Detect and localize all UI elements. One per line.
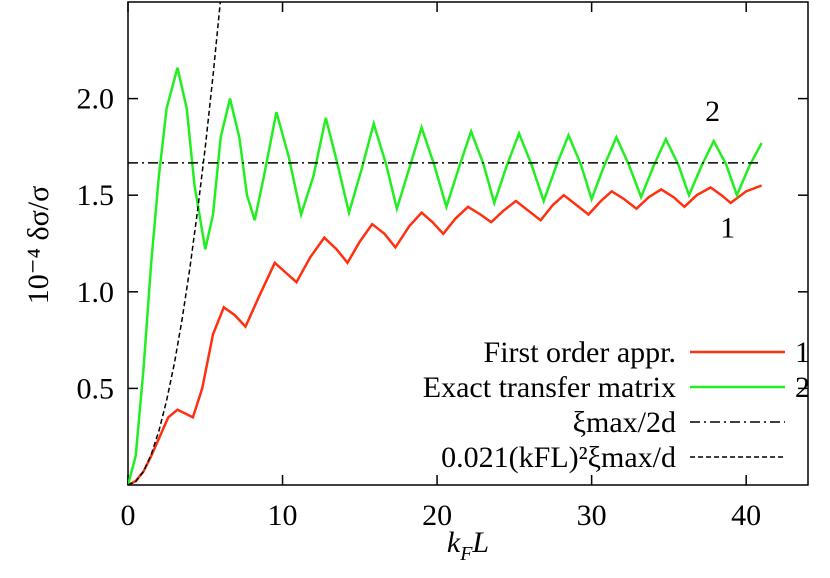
x-label-part: k (447, 526, 461, 559)
series-line (128, 67, 763, 485)
x-tick-label: 40 (731, 499, 761, 532)
x-axis-label: kFL (447, 526, 489, 565)
legend-label: Exact transfer matrix (423, 371, 676, 404)
x-tick-label: 0 (121, 499, 136, 532)
y-tick-label: 1.5 (77, 179, 115, 212)
y-tick-label: 0.5 (77, 372, 115, 405)
legend-label: First order appr. (484, 336, 676, 369)
y-tick-label: 1.0 (77, 276, 115, 309)
legend-tag: 1 (795, 336, 810, 369)
legend-label: ξmax/2d (573, 406, 676, 439)
plot-frame (127, 1, 809, 486)
y-tick-label: 2.0 (77, 83, 115, 116)
x-tick-label: 30 (577, 499, 607, 532)
y-axis-label: 10⁻⁴ δσ/σ (22, 186, 55, 305)
x-label-part: L (471, 526, 489, 559)
x-tick-label: 20 (422, 499, 452, 532)
x-label-part: F (459, 543, 473, 565)
plot-lines (128, 2, 763, 485)
legend-tag: 2 (795, 371, 810, 404)
x-tick-label: 10 (268, 499, 298, 532)
series-line (128, 2, 222, 485)
legend-label: 0.021(kFL)²ξmax/d (441, 441, 676, 474)
curve-label: 1 (720, 212, 735, 245)
series-line (128, 184, 763, 485)
curve-label: 2 (705, 95, 720, 128)
